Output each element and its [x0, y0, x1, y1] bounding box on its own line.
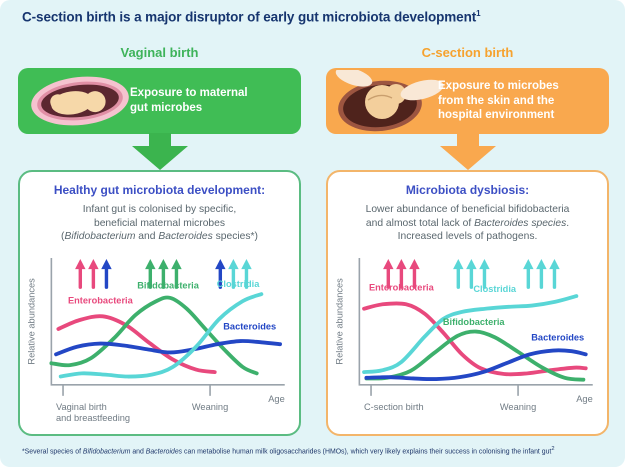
increase-arrow-head	[75, 259, 86, 270]
healthy-development-title: Healthy gut microbiota development:	[53, 183, 266, 197]
dysbiosis-description: Lower abundance of beneficial bifidobact…	[365, 204, 570, 243]
increase-arrow-head	[549, 259, 560, 270]
series-label-enterobacteria: Enterobacteria	[68, 296, 134, 306]
x-tick-label: Vaginal birth	[56, 402, 107, 412]
series-label-clostridia: Clostridia	[217, 279, 261, 289]
vaginal-birth-heading: Vaginal birth	[120, 45, 199, 60]
healthy-development-description: Infant gut is colonised by specific, bene…	[61, 204, 258, 243]
c-section-banner: Exposure to microbes from the skin and th…	[326, 68, 609, 134]
chart-axes	[50, 258, 285, 386]
increase-arrow-head	[383, 259, 394, 270]
series-curve-clostridia	[58, 292, 264, 379]
x-tick-label: Weaning	[192, 402, 228, 412]
series-curve-enterobacteria	[56, 314, 217, 375]
dysbiosis-panel: Microbiota dysbiosis: Lower abundance of…	[326, 170, 609, 436]
x-axis-label: Age	[268, 394, 284, 404]
series-curve-bifidobacteria	[364, 329, 586, 382]
series-label-bacteroides: Bacteroides	[531, 332, 584, 342]
page-title: C-section birth is a major disruptor of …	[22, 9, 481, 25]
increase-arrow-head	[145, 259, 156, 270]
vaginal-banner-text: Exposure to maternal gut microbes	[130, 87, 248, 114]
series-curve-bacteroides	[364, 348, 588, 382]
series-curve-bifidobacteria	[49, 295, 259, 376]
c-section-delivery-illustration	[335, 70, 444, 132]
series-curve-bacteroides	[54, 339, 282, 357]
relative-abundance-chart-csection: Relative abundances Enterobacteria Clostri…	[334, 258, 593, 412]
increase-arrow-head	[228, 259, 239, 270]
series-label-bifidobacteria: Bifidobacteria	[443, 317, 506, 327]
healthy-development-panel: Healthy gut microbiota development: Infa…	[18, 170, 301, 436]
dysbiosis-title: Microbiota dysbiosis:	[405, 183, 530, 197]
relative-abundance-chart-vaginal: Relative abundances EnterobacteriaBifidob…	[26, 258, 285, 423]
series-label-bifidobacteria: Bifidobacteria	[137, 280, 200, 290]
down-arrow-icon	[439, 133, 496, 170]
series-curve-enterobacteria	[362, 301, 588, 377]
increase-arrow-head	[215, 259, 226, 270]
series-label-enterobacteria: Enterobacteria	[369, 282, 435, 292]
increase-arrow-head	[396, 259, 407, 270]
vaginal-birth-banner: Exposure to maternal gut microbes	[18, 68, 301, 134]
x-axis-label: Age	[576, 394, 592, 404]
increase-arrow-head	[241, 259, 252, 270]
increase-arrow-head	[523, 259, 534, 270]
x-tick-label: C-section birth	[364, 402, 424, 412]
increase-arrow-head	[453, 259, 464, 270]
increase-arrow-head	[158, 259, 169, 270]
page-title-reference: 1	[476, 9, 481, 18]
y-axis-label: Relative abundances	[26, 278, 36, 365]
series-label-bacteroides: Bacteroides	[223, 322, 276, 332]
x-tick-label: and breastfeeding	[56, 413, 130, 423]
increase-arrow-head	[536, 259, 547, 270]
fetus-in-birth-canal-illustration	[31, 76, 129, 126]
series-label-clostridia: Clostridia	[473, 284, 517, 294]
series-curve-clostridia	[362, 294, 579, 375]
increase-arrow-head	[101, 259, 112, 270]
page-title-text: C-section birth is a major disruptor of …	[22, 9, 477, 25]
down-arrow-icon	[131, 133, 188, 170]
increase-arrow-head	[479, 259, 490, 270]
increase-arrow-head	[466, 259, 477, 270]
increase-arrow-head	[171, 259, 182, 270]
c-section-heading: C-section birth	[421, 45, 514, 60]
footnote: *Several species of Bifidobacterium and …	[22, 446, 555, 456]
x-tick-label: Weaning	[500, 402, 536, 412]
increase-arrow-head	[88, 259, 99, 270]
y-axis-label: Relative abundances	[334, 278, 344, 365]
c-section-banner-text: Exposure to microbes from the skin and th…	[438, 79, 559, 122]
chart-axes	[358, 258, 593, 386]
increase-arrow-head	[409, 259, 420, 270]
